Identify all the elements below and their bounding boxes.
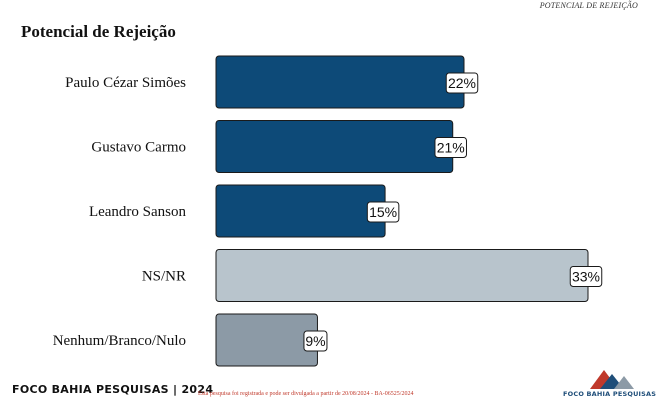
footer-registration-note: Esta pesquisa foi registrada e pode ser … — [198, 391, 414, 397]
bar — [215, 249, 589, 302]
data-label-box — [434, 137, 467, 158]
bar — [215, 184, 386, 238]
category-label: Nenhum/Branco/Nulo — [53, 333, 186, 349]
brand-logo-icon — [590, 370, 634, 389]
data-label: 33% — [572, 269, 600, 285]
bar — [215, 313, 318, 367]
category-label: Paulo Cézar Simões — [65, 75, 186, 91]
data-label: 15% — [369, 204, 397, 220]
chart-title: Potencial de Rejeição — [21, 22, 176, 41]
data-label: 21% — [437, 140, 465, 156]
bar — [215, 55, 465, 109]
data-label-box — [303, 330, 328, 352]
data-label-box — [445, 72, 479, 94]
data-label-box — [366, 201, 400, 223]
bar — [215, 120, 454, 173]
header-tag: POTENCIAL DE REJEIÇÃO — [539, 1, 638, 10]
category-label: Leandro Sanson — [89, 204, 187, 220]
data-label: 22% — [448, 75, 476, 91]
data-label-box — [569, 266, 603, 287]
data-label: 9% — [305, 333, 325, 349]
category-label: NS/NR — [142, 269, 186, 285]
logo-text: FOCO BAHIA PESQUISAS — [563, 390, 657, 398]
footer-brand: FOCO BAHIA PESQUISAS | 2024 — [12, 383, 214, 396]
category-label: Gustavo Carmo — [91, 140, 186, 156]
